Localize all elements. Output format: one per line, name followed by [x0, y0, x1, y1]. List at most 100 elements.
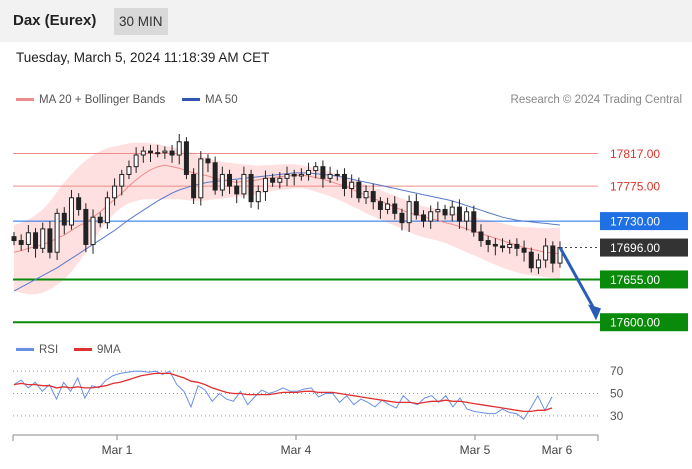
rsi-swatch — [16, 348, 34, 352]
candle-body — [198, 158, 204, 199]
candle-body — [550, 245, 556, 264]
legend-rsi: RSI — [16, 344, 58, 356]
legend-rsi-label: RSI — [39, 344, 59, 356]
candle-body — [219, 173, 225, 191]
candle-body — [133, 154, 139, 168]
candle-body — [83, 208, 89, 245]
candle-body — [478, 231, 484, 242]
level-label-17600: 17600.00 — [610, 316, 660, 330]
candle-body — [90, 216, 96, 245]
candle-body — [363, 191, 369, 199]
legend-ma50-label: MA 50 — [205, 94, 238, 106]
candle-body — [306, 170, 312, 175]
candle-body — [356, 181, 362, 199]
candle-body — [442, 208, 448, 216]
candle-body — [40, 228, 46, 249]
candle-body — [370, 191, 376, 203]
candle-body — [392, 203, 398, 214]
candle-body — [68, 197, 74, 226]
candle-body — [162, 150, 168, 154]
candle-body — [492, 243, 498, 247]
candle-body — [320, 166, 326, 179]
instrument-title: Dax (Eurex) — [13, 12, 97, 29]
level-label-17817: 17817.00 — [610, 147, 660, 161]
level-tag-17696 — [600, 238, 688, 257]
candle-body — [155, 152, 161, 155]
candle-body — [76, 197, 82, 210]
candle-body — [377, 201, 383, 210]
candle-body — [140, 150, 146, 156]
level-label-17655: 17655.00 — [610, 273, 660, 287]
candle-body — [97, 216, 103, 224]
candle-body — [148, 150, 153, 154]
forecast-arrow-shaft — [558, 246, 598, 314]
candle-body — [255, 191, 261, 203]
candle-body — [500, 245, 506, 249]
level-label-17696: 17696.00 — [610, 241, 660, 255]
candle-body — [464, 211, 470, 222]
candle-body — [298, 173, 304, 177]
candle-body — [18, 240, 24, 245]
candle-body — [334, 173, 340, 176]
candle-body — [291, 173, 297, 177]
ma20-swatch — [16, 98, 34, 102]
candle-body — [104, 197, 110, 224]
rsi-tick-label: 30 — [610, 409, 624, 423]
legend-ma50: MA 50 — [182, 94, 238, 106]
candle-body — [25, 232, 31, 245]
timeframe-button[interactable]: 30 MIN — [114, 8, 168, 35]
candle-body — [169, 150, 175, 156]
candle-body — [176, 141, 182, 156]
candle-body — [485, 240, 491, 245]
candle-body — [421, 214, 426, 222]
level-tag-17655 — [600, 270, 688, 289]
legend-ma9: 9MA — [74, 344, 121, 356]
candle-body — [284, 173, 290, 179]
candle-body — [112, 185, 118, 199]
timestamp: Tuesday, March 5, 2024 11:18:39 AM CET — [16, 50, 270, 65]
candle-body — [449, 206, 455, 216]
candle-body — [435, 208, 441, 213]
candle-body — [521, 247, 527, 253]
candle-body — [456, 206, 462, 222]
candle-body — [119, 173, 125, 187]
rsi-tick-label: 50 — [610, 387, 624, 401]
candle-body — [212, 162, 218, 191]
rsi-line — [13, 370, 553, 420]
candle-body — [227, 173, 233, 187]
candle-body — [191, 173, 197, 199]
candle-body — [248, 173, 254, 203]
credit-text: Research © 2024 Trading Central — [510, 94, 682, 106]
candle-body — [47, 228, 53, 253]
candle-body — [205, 158, 211, 164]
candle-body — [126, 166, 132, 175]
candle-body — [507, 243, 513, 249]
candle-body — [514, 243, 520, 249]
x-tick-label: Mar 4 — [281, 443, 312, 457]
candle-body — [399, 212, 405, 224]
legend-ma20-label: MA 20 + Bollinger Bands — [39, 94, 166, 106]
level-label-17730: 17730.00 — [610, 215, 660, 229]
candle-body — [54, 212, 60, 253]
ma50-swatch — [182, 98, 200, 102]
ma9-swatch — [74, 348, 92, 352]
rsi-ma9-line — [13, 372, 553, 413]
candle-body — [33, 232, 39, 249]
candle-body — [349, 181, 355, 189]
forecast-arrow-head — [588, 304, 601, 321]
legend-ma20: MA 20 + Bollinger Bands — [16, 94, 165, 106]
candle-body — [413, 201, 419, 216]
level-label-17775: 17775.00 — [610, 180, 660, 194]
level-tag-17730 — [600, 212, 688, 231]
candle-body — [471, 211, 477, 233]
candle-body — [406, 201, 412, 224]
header-bar: Dax (Eurex) 30 MIN — [0, 0, 692, 42]
rsi-tick-label: 70 — [610, 364, 624, 378]
legend-ma9-label: 9MA — [97, 344, 121, 356]
candle-body — [277, 177, 283, 183]
x-tick-label: Mar 6 — [542, 443, 573, 457]
bollinger-band — [14, 142, 560, 295]
candle-body — [11, 236, 17, 242]
candle-body — [234, 185, 240, 195]
